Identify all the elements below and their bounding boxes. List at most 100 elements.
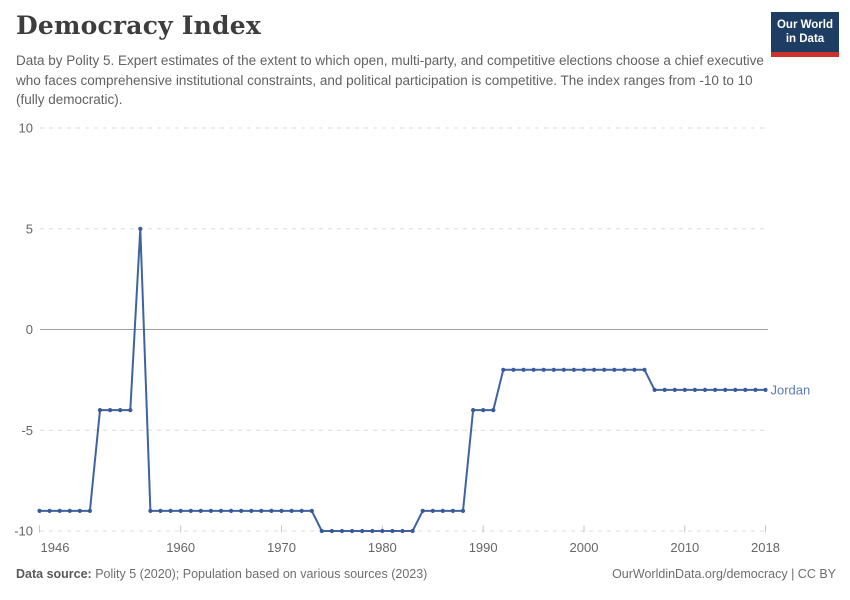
data-point[interactable] (541, 367, 546, 372)
data-point[interactable] (561, 367, 566, 372)
owid-logo-line1: Our World (776, 19, 833, 31)
data-point[interactable] (168, 508, 173, 513)
data-point[interactable] (420, 508, 425, 513)
data-point[interactable] (118, 408, 123, 413)
data-point[interactable] (108, 408, 113, 413)
data-point[interactable] (97, 408, 103, 413)
data-point[interactable] (753, 387, 758, 392)
x-axis-label: 1970 (267, 540, 296, 555)
chart-footer: Data source: Polity 5 (2020); Population… (0, 567, 850, 581)
data-point[interactable] (471, 408, 476, 413)
data-point[interactable] (239, 508, 244, 513)
x-axis-label: 1980 (368, 540, 397, 555)
x-axis-label: 2018 (751, 540, 780, 555)
data-point[interactable] (632, 367, 637, 372)
data-point[interactable] (592, 367, 597, 372)
attribution-link[interactable]: OurWorldinData.org/democracy | CC BY (612, 567, 836, 581)
data-point[interactable] (229, 508, 234, 513)
x-axis-label: 1960 (166, 540, 195, 555)
data-point[interactable] (450, 508, 455, 513)
data-point[interactable] (440, 508, 445, 513)
data-point[interactable] (602, 367, 607, 372)
data-point[interactable] (380, 528, 385, 534)
y-axis-label: 0 (26, 322, 33, 337)
data-point[interactable] (642, 367, 647, 372)
data-point[interactable] (309, 508, 314, 513)
data-point[interactable] (218, 508, 224, 513)
data-point[interactable] (612, 367, 617, 372)
data-point[interactable] (67, 508, 72, 513)
data-point[interactable] (128, 408, 133, 413)
chart-subtitle: Data by Polity 5. Expert estimates of th… (16, 53, 764, 107)
data-point[interactable] (148, 508, 153, 513)
data-point[interactable] (400, 528, 405, 534)
data-point[interactable] (329, 528, 334, 534)
y-axis-label: 5 (26, 221, 33, 236)
y-axis-label: 10 (19, 121, 33, 136)
data-source: Data source: Polity 5 (2020); Population… (16, 567, 427, 581)
x-axis-label: 1990 (469, 540, 498, 555)
y-axis-label: -10 (14, 524, 33, 539)
data-point[interactable] (208, 508, 213, 513)
data-point[interactable] (249, 508, 254, 513)
data-point[interactable] (77, 508, 82, 513)
data-point[interactable] (501, 367, 506, 372)
data-point[interactable] (672, 387, 677, 392)
data-point[interactable] (511, 367, 516, 372)
data-point[interactable] (198, 508, 203, 513)
data-point[interactable] (763, 387, 768, 392)
data-point[interactable] (47, 508, 52, 513)
data-point[interactable] (319, 528, 324, 534)
data-point[interactable] (57, 508, 62, 513)
data-point[interactable] (662, 387, 667, 392)
data-point[interactable] (289, 508, 294, 513)
data-point[interactable] (743, 387, 748, 392)
data-source-label: Data source: (16, 567, 92, 581)
data-point[interactable] (481, 408, 486, 413)
data-source-text: Polity 5 (2020); Population based on var… (91, 567, 428, 581)
data-point[interactable] (652, 387, 657, 392)
data-point[interactable] (158, 508, 163, 513)
data-point[interactable] (37, 508, 42, 513)
data-point[interactable] (682, 387, 687, 392)
data-point[interactable] (370, 528, 375, 534)
data-point[interactable] (581, 367, 587, 372)
data-point[interactable] (733, 387, 738, 392)
data-point[interactable] (702, 387, 708, 392)
data-point[interactable] (622, 367, 627, 372)
data-point[interactable] (188, 508, 193, 513)
data-point[interactable] (269, 508, 274, 513)
data-point[interactable] (723, 387, 728, 392)
data-point[interactable] (350, 528, 355, 534)
data-point[interactable] (87, 508, 92, 513)
data-point[interactable] (138, 226, 143, 231)
x-axis-label: 2000 (570, 540, 599, 555)
data-point[interactable] (692, 387, 698, 392)
data-point[interactable] (551, 367, 556, 372)
data-point[interactable] (410, 528, 415, 534)
series-line-jordan[interactable] (38, 227, 767, 532)
x-axis-label: 2010 (670, 540, 699, 555)
data-point[interactable] (430, 508, 435, 513)
data-point[interactable] (531, 367, 536, 372)
x-axis-label: 1946 (41, 540, 70, 555)
data-point[interactable] (259, 508, 264, 513)
data-point[interactable] (571, 367, 577, 372)
democracy-line-chart[interactable]: 10 5 0 -5 -10 1946 1960 1970 1980 1990 2000 2010 201… (0, 115, 850, 567)
data-point[interactable] (279, 508, 284, 513)
owid-logo-line2: in Data (785, 33, 825, 46)
y-axis-label: -5 (21, 423, 33, 438)
data-point[interactable] (178, 508, 183, 513)
owid-logo[interactable]: Our World in Data (771, 12, 839, 57)
data-point[interactable] (390, 528, 395, 534)
data-point[interactable] (360, 528, 365, 534)
page-title: Democracy Index (16, 11, 261, 40)
data-point[interactable] (521, 367, 526, 372)
data-point[interactable] (299, 508, 304, 513)
series-label-jordan[interactable]: Jordan (771, 382, 811, 397)
data-point[interactable] (339, 528, 345, 534)
data-point[interactable] (491, 408, 496, 413)
data-point[interactable] (713, 387, 718, 392)
data-point[interactable] (460, 508, 466, 513)
